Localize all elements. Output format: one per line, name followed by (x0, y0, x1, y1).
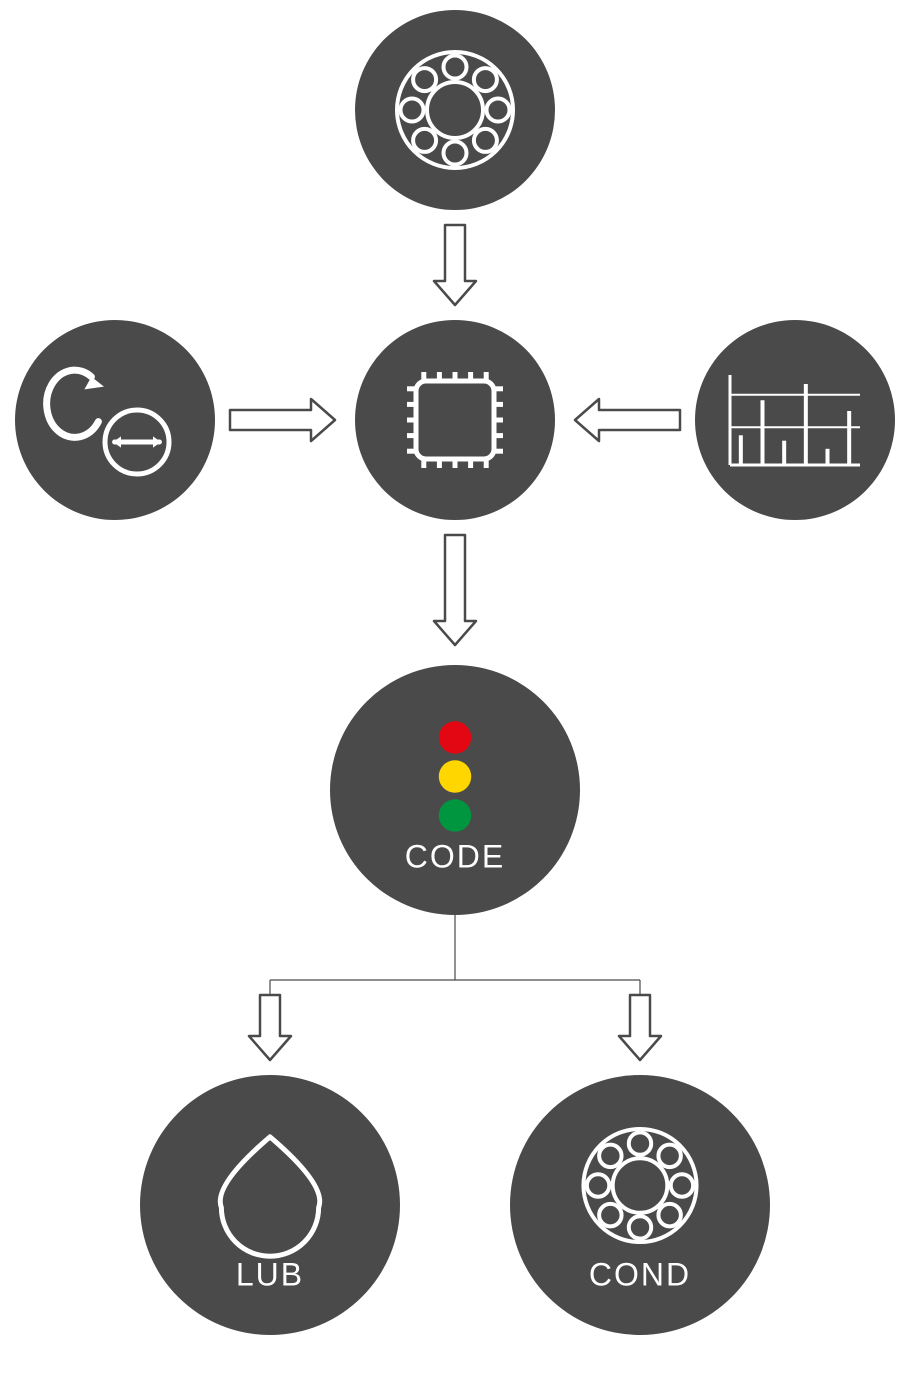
node-label-cond: COND (589, 1257, 691, 1293)
node-rotation (15, 320, 215, 520)
node-label-code: CODE (405, 839, 505, 875)
droplet-icon-bg (140, 1075, 400, 1335)
arrow-down (619, 995, 661, 1060)
status-red-icon (439, 721, 472, 754)
node-cond: COND (510, 1075, 770, 1335)
node-label-lub: LUB (236, 1257, 304, 1293)
lr-label: LR (864, 387, 882, 403)
status-green-icon (439, 799, 472, 832)
split-connector (270, 915, 640, 995)
arrow-right (230, 399, 335, 441)
node-lub: LUB (140, 1075, 400, 1335)
status-yellow-icon (439, 760, 472, 793)
node-chart: LR HR (695, 320, 895, 520)
bearing-icon-bg (510, 1075, 770, 1335)
hr-label: HR (864, 419, 884, 435)
arrow-down (434, 535, 476, 645)
chip-icon-bg (355, 320, 555, 520)
node-code: CODE (330, 665, 580, 915)
node-processor (355, 320, 555, 520)
arrow-down (434, 225, 476, 305)
bearing-icon-bg (355, 10, 555, 210)
node-bearing_top (355, 10, 555, 210)
arrow-down (249, 995, 291, 1060)
arrow-left (575, 399, 680, 441)
